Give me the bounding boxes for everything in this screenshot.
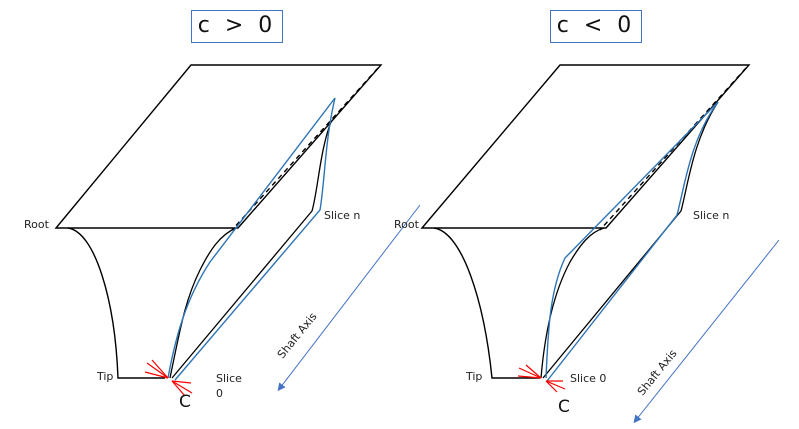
slice-0-index-label: 0	[216, 387, 223, 400]
root-tip-curve	[67, 227, 165, 379]
blade-outline-black-right	[542, 101, 719, 379]
slice-n-label: Slice n	[693, 209, 730, 222]
slice-0-label: Slice 0	[570, 372, 607, 385]
point-c-marker	[517, 364, 566, 393]
point-c-label: C	[558, 397, 570, 417]
blade-profile-blue-left	[545, 101, 719, 379]
point-c-marker	[144, 359, 193, 397]
point-c-label: C	[179, 392, 191, 412]
blade-outline-black	[540, 227, 605, 379]
hidden-edge-dashed	[231, 67, 379, 231]
tip-label: Tip	[466, 370, 483, 383]
panel-left-title: c > 0	[191, 10, 283, 43]
blade-profile-blue-right	[174, 97, 336, 381]
tip-label: Tip	[97, 370, 114, 383]
root-tip-curve	[433, 227, 540, 379]
blade-profile-blue-right	[546, 101, 719, 382]
top-plate-outline	[420, 64, 751, 229]
root-label: Root	[24, 218, 49, 231]
panel-right-diagram	[420, 64, 780, 424]
slice-n-label: Slice n	[324, 209, 361, 222]
shaft-axis-arrow	[633, 239, 780, 424]
slice-0-label: Slice	[216, 372, 242, 385]
shaft-axis-arrow	[277, 204, 421, 392]
panel-left-diagram	[54, 64, 421, 397]
top-plate-outline	[54, 64, 383, 229]
hidden-edge-dashed	[599, 67, 747, 231]
panel-right-title: c < 0	[550, 10, 642, 43]
blade-profile-blue-left	[167, 97, 336, 379]
root-label: Root	[394, 218, 419, 231]
blade-outline-black	[169, 227, 237, 379]
blade-outline-black-right	[171, 121, 332, 379]
